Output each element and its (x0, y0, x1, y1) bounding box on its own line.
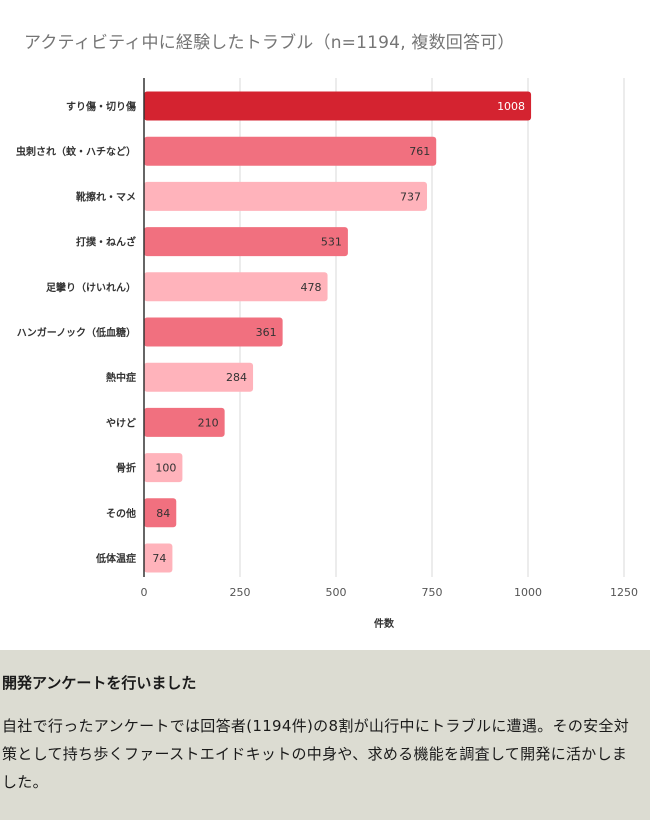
bar-9 (144, 498, 177, 528)
bar-7 (144, 407, 225, 437)
bar-8 (144, 453, 183, 483)
bar-3 (144, 227, 348, 257)
data-label-0: 1008 (497, 100, 525, 113)
data-label-1: 761 (409, 145, 430, 158)
chart-area: アクティビティ中に経験したトラブル（n=1194, 複数回答可） 1008 すり傷… (16, 33, 638, 630)
data-label-10: 74 (152, 552, 166, 565)
bar-5 (144, 317, 283, 347)
bar-1 (144, 136, 437, 166)
category-label-4: 足攣り（けいれん） (46, 281, 136, 294)
bar-2 (144, 181, 428, 211)
category-label-3: 打撲・ねんざ (76, 236, 136, 249)
bar-6 (144, 362, 254, 392)
category-label-2: 靴擦れ・マメ (76, 190, 136, 203)
x-axis-label: 件数 (374, 617, 395, 630)
bar-0 (144, 91, 532, 121)
x-tick-label-3: 750 (422, 586, 443, 599)
x-tick-label-1: 250 (230, 586, 251, 599)
x-tick-label-4: 1000 (514, 586, 542, 599)
category-label-0: すり傷・切り傷 (66, 100, 136, 113)
info-panel: 開発アンケートを行いました 自社で行ったアンケートでは回答者(1194件)の8割… (0, 650, 650, 820)
chart-title: アクティビティ中に経験したトラブル（n=1194, 複数回答可） (24, 33, 515, 53)
data-label-3: 531 (321, 236, 342, 249)
category-label-8: 骨折 (116, 462, 136, 475)
data-label-5: 361 (256, 326, 277, 339)
category-label-1: 虫刺され（蚊・ハチなど） (16, 145, 136, 158)
category-label-10: 低体温症 (95, 552, 136, 565)
data-label-7: 210 (198, 416, 219, 429)
category-label-6: 熱中症 (106, 371, 136, 384)
data-label-6: 284 (226, 371, 247, 384)
bar-4 (144, 272, 328, 302)
bar-chart: 1008 すり傷・切り傷 761 虫刺され（蚊・ハチなど） 737 靴擦れ・マメ 531 打撲… (16, 78, 638, 630)
category-label-7: やけど (106, 416, 136, 429)
info-heading: 開発アンケートを行いました (2, 674, 197, 692)
bar-10 (144, 543, 173, 573)
info-body: 自社で行ったアンケートでは回答者(1194件)の8割が山行中にトラブルに遭遇。そ… (2, 717, 630, 791)
data-label-9: 84 (156, 507, 170, 520)
data-label-2: 737 (400, 190, 421, 203)
category-label-9: その他 (106, 507, 136, 520)
x-tick-label-5: 1250 (610, 586, 638, 599)
data-label-8: 100 (155, 462, 176, 475)
category-label-5: ハンガーノック（低血糖） (17, 326, 136, 339)
x-tick-label-2: 500 (326, 586, 347, 599)
x-tick-label-0: 0 (141, 586, 148, 599)
data-label-4: 478 (301, 281, 322, 294)
